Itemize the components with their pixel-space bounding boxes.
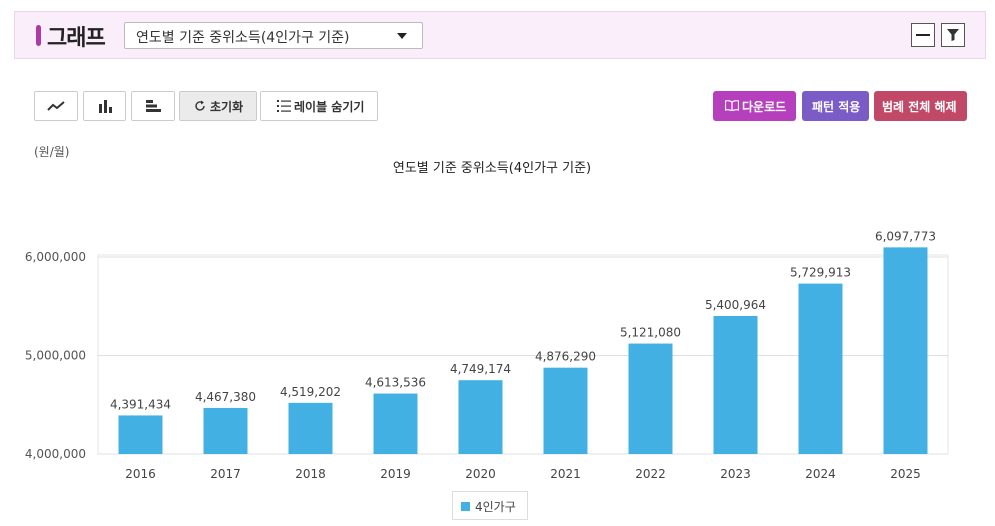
bar-value-label: 6,097,773 <box>875 229 936 243</box>
bar[interactable] <box>203 407 248 454</box>
bar-value-label: 5,729,913 <box>790 266 851 280</box>
x-tick-label: 2019 <box>380 467 411 481</box>
minus-icon <box>916 34 930 36</box>
legend[interactable]: 4인가구 <box>452 491 528 520</box>
hide-labels-button[interactable]: 레이블 숨기기 <box>260 91 378 121</box>
legend-label: 4인가구 <box>475 500 516 514</box>
legend-clear-label: 범례 전체 해제 <box>882 100 957 114</box>
legend-swatch <box>461 502 470 511</box>
y-tick-label: 4,000,000 <box>25 447 86 461</box>
bar-chart-button[interactable] <box>83 91 126 121</box>
download-label: 다운로드 <box>742 100 787 114</box>
bar[interactable] <box>543 367 588 454</box>
legend-clear-button[interactable]: 범례 전체 해제 <box>874 91 967 121</box>
list-icon <box>277 100 291 112</box>
funnel-icon <box>947 29 959 41</box>
bar[interactable] <box>883 247 928 454</box>
bar-value-label: 4,391,434 <box>110 397 171 411</box>
bar[interactable] <box>628 343 673 454</box>
section-title: 그래프 <box>47 26 106 51</box>
bar-value-label: 4,876,290 <box>535 350 596 364</box>
bar[interactable] <box>458 380 503 454</box>
line-chart-icon <box>47 101 65 111</box>
title-accent-bar <box>36 25 41 46</box>
reset-button[interactable]: 초기화 <box>179 91 257 121</box>
horizontal-bar-chart-icon <box>146 100 161 112</box>
book-icon <box>725 100 739 111</box>
bar-value-label: 4,613,536 <box>365 376 426 390</box>
hide-labels-label: 레이블 숨기기 <box>294 100 365 114</box>
unit-label: (원/월) <box>34 145 70 159</box>
pattern-label: 패턴 적용 <box>812 100 861 114</box>
filter-button[interactable] <box>941 23 965 47</box>
chart-select-dropdown[interactable]: 연도별 기준 중위소득(4인가구 기준) <box>124 22 423 49</box>
bar-value-label: 5,400,964 <box>705 298 766 312</box>
bar[interactable] <box>798 283 843 454</box>
x-tick-label: 2016 <box>125 467 156 481</box>
x-tick-label: 2024 <box>805 467 836 481</box>
chart-title: 연도별 기준 중위소득(4인가구 기준) <box>393 161 591 176</box>
y-tick-label: 6,000,000 <box>25 250 86 264</box>
x-tick-label: 2022 <box>635 467 666 481</box>
reset-label: 초기화 <box>210 100 244 114</box>
horizontal-bar-chart-button[interactable] <box>131 91 175 121</box>
bar[interactable] <box>118 415 163 454</box>
pattern-button[interactable]: 패턴 적용 <box>802 91 869 121</box>
bar-chart-icon <box>98 100 112 113</box>
chevron-down-icon <box>397 33 407 39</box>
line-chart-button[interactable] <box>34 91 78 121</box>
chart-select-value: 연도별 기준 중위소득(4인가구 기준) <box>136 30 350 46</box>
graph-header: 그래프 연도별 기준 중위소득(4인가구 기준) <box>14 11 986 59</box>
bar[interactable] <box>373 393 418 454</box>
x-tick-label: 2020 <box>465 467 496 481</box>
x-tick-label: 2017 <box>210 467 241 481</box>
bar[interactable] <box>288 402 333 454</box>
bar-value-label: 4,467,380 <box>195 390 256 404</box>
download-button[interactable]: 다운로드 <box>713 91 796 121</box>
x-tick-label: 2025 <box>890 467 921 481</box>
bar-value-label: 5,121,080 <box>620 326 681 340</box>
x-tick-label: 2018 <box>295 467 326 481</box>
bar-value-label: 4,519,202 <box>280 385 341 399</box>
x-tick-label: 2023 <box>720 467 751 481</box>
minimize-button[interactable] <box>911 23 935 47</box>
bar-value-label: 4,749,174 <box>450 362 511 376</box>
bar[interactable] <box>713 316 758 454</box>
y-tick-label: 5,000,000 <box>25 349 86 363</box>
refresh-icon <box>195 100 205 111</box>
x-tick-label: 2021 <box>550 467 581 481</box>
